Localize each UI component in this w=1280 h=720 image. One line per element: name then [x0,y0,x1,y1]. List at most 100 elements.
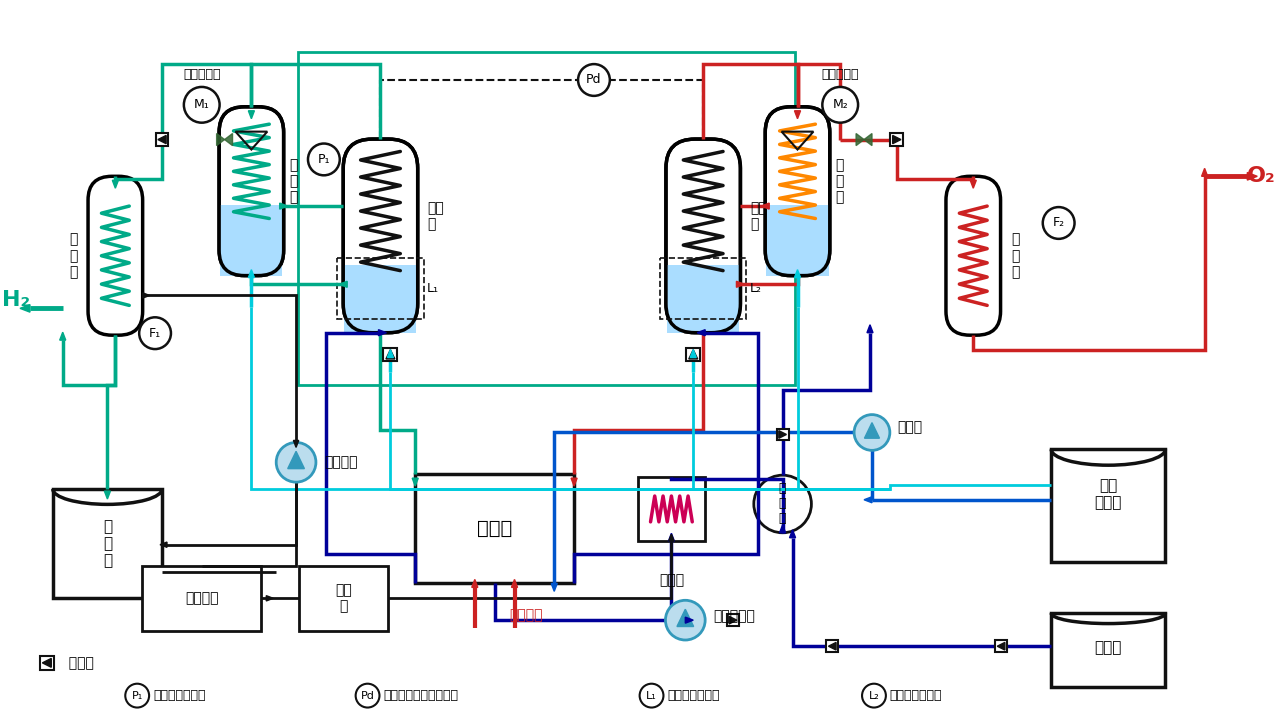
Polygon shape [105,491,110,499]
Polygon shape [689,350,698,359]
Polygon shape [685,617,694,624]
Polygon shape [512,580,517,588]
Circle shape [125,684,148,708]
Circle shape [579,64,609,96]
Polygon shape [42,658,51,667]
Polygon shape [387,350,394,359]
Text: H₂: H₂ [1,290,29,310]
Polygon shape [388,350,393,358]
Bar [777,428,788,441]
Bar [220,204,283,276]
Polygon shape [736,282,745,287]
Bar [384,348,397,361]
Polygon shape [571,478,577,486]
Bar [156,133,169,146]
Text: 冷却水泵: 冷却水泵 [324,455,357,469]
Polygon shape [795,270,800,278]
Text: L₂: L₂ [869,690,879,701]
Bar [891,133,904,146]
Text: 氧气分离器液位: 氧气分离器液位 [890,689,942,702]
Text: F₂: F₂ [1052,217,1065,230]
Polygon shape [780,525,786,533]
Text: 过
滤
器: 过 滤 器 [778,482,786,526]
Polygon shape [266,595,273,601]
Polygon shape [864,497,872,503]
Text: 纯净
水装置: 纯净 水装置 [1094,478,1123,510]
Text: 氢气与氧气洗涤器压差: 氢气与氧气洗涤器压差 [384,689,458,702]
Polygon shape [160,542,166,547]
Polygon shape [157,135,166,144]
FancyBboxPatch shape [343,139,417,333]
Bar [142,566,261,631]
Polygon shape [216,133,224,145]
Text: 冷却水箱: 冷却水箱 [186,591,219,606]
Polygon shape [778,431,786,438]
Text: 直流电源: 直流电源 [509,608,543,622]
Text: P₁: P₁ [132,690,143,701]
Text: 冷
却
器: 冷 却 器 [1011,233,1019,279]
Bar [995,640,1007,652]
Bar [298,52,795,384]
Bar [827,640,838,652]
FancyBboxPatch shape [946,176,1001,336]
Text: L₁: L₁ [646,690,657,701]
FancyBboxPatch shape [88,176,142,336]
Polygon shape [698,330,705,336]
Text: F₁: F₁ [148,327,161,340]
Bar [300,566,388,631]
Bar [686,348,700,361]
Polygon shape [224,133,233,145]
Text: 散热
器: 散热 器 [335,583,352,613]
Polygon shape [113,180,118,188]
Bar [1051,613,1165,687]
Polygon shape [864,133,872,145]
Text: 补水泵: 补水泵 [897,420,922,435]
Circle shape [861,684,886,708]
Bar [660,258,746,319]
Bar [52,489,163,598]
Circle shape [184,87,220,122]
Circle shape [140,318,172,349]
Circle shape [276,442,316,482]
FancyBboxPatch shape [219,107,284,276]
Polygon shape [248,270,255,278]
Text: 换热器: 换热器 [659,574,684,588]
Polygon shape [867,325,873,333]
Polygon shape [288,451,305,469]
Circle shape [822,87,858,122]
Polygon shape [1247,173,1257,180]
Polygon shape [142,293,150,298]
Polygon shape [20,305,29,312]
Polygon shape [677,609,694,626]
Bar [667,265,739,333]
Text: 止回阀: 止回阀 [60,656,93,670]
Bar [1051,449,1165,562]
Polygon shape [60,332,65,340]
Polygon shape [668,534,675,541]
Polygon shape [668,534,675,541]
Text: O₂: O₂ [1247,166,1276,186]
Circle shape [1043,207,1074,239]
Text: 分离
器: 分离 器 [750,201,767,231]
Text: 冷
却
器: 冷 却 器 [69,233,78,279]
Bar [344,265,416,333]
Polygon shape [856,133,864,145]
Text: 碱液循环泵: 碱液循环泵 [713,609,755,624]
Polygon shape [864,423,879,438]
Polygon shape [472,580,477,588]
Polygon shape [970,180,977,188]
Polygon shape [762,203,769,209]
Bar [767,204,828,276]
Text: 氢气调节阀: 氢气调节阀 [183,68,220,81]
Text: 洗
涤
器: 洗 涤 器 [289,158,297,204]
Bar [415,474,575,583]
Circle shape [640,684,663,708]
Text: 电解槽: 电解槽 [477,519,512,539]
Circle shape [854,415,890,450]
Text: Pd: Pd [361,690,375,701]
Polygon shape [892,135,901,144]
Polygon shape [730,616,737,624]
Polygon shape [690,350,696,358]
Bar [727,614,739,626]
Text: M₁: M₁ [193,99,210,112]
